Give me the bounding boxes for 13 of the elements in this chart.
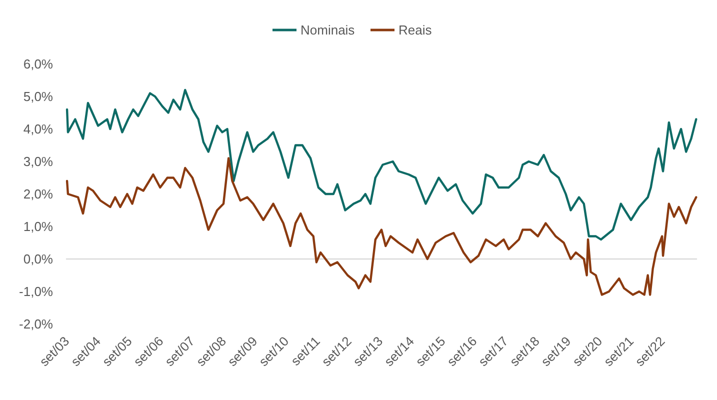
- y-tick-label: 3,0%: [23, 154, 54, 170]
- legend-label: Nominais: [300, 22, 356, 38]
- y-tick-label: 2,0%: [23, 186, 54, 202]
- y-tick-label: 5,0%: [23, 89, 54, 104]
- y-tick-label: 6,0%: [23, 56, 54, 72]
- y-tick-label: 0,0%: [23, 252, 54, 267]
- y-tick-label: 1,0%: [23, 219, 54, 234]
- legend-label: Reais: [398, 22, 432, 38]
- y-tick-label: -2,0%: [19, 316, 54, 332]
- line-series: [66, 88, 698, 241]
- line-series: [66, 157, 698, 296]
- y-tick-label: -1,0%: [19, 284, 54, 300]
- y-tick-label: 4,0%: [23, 122, 54, 137]
